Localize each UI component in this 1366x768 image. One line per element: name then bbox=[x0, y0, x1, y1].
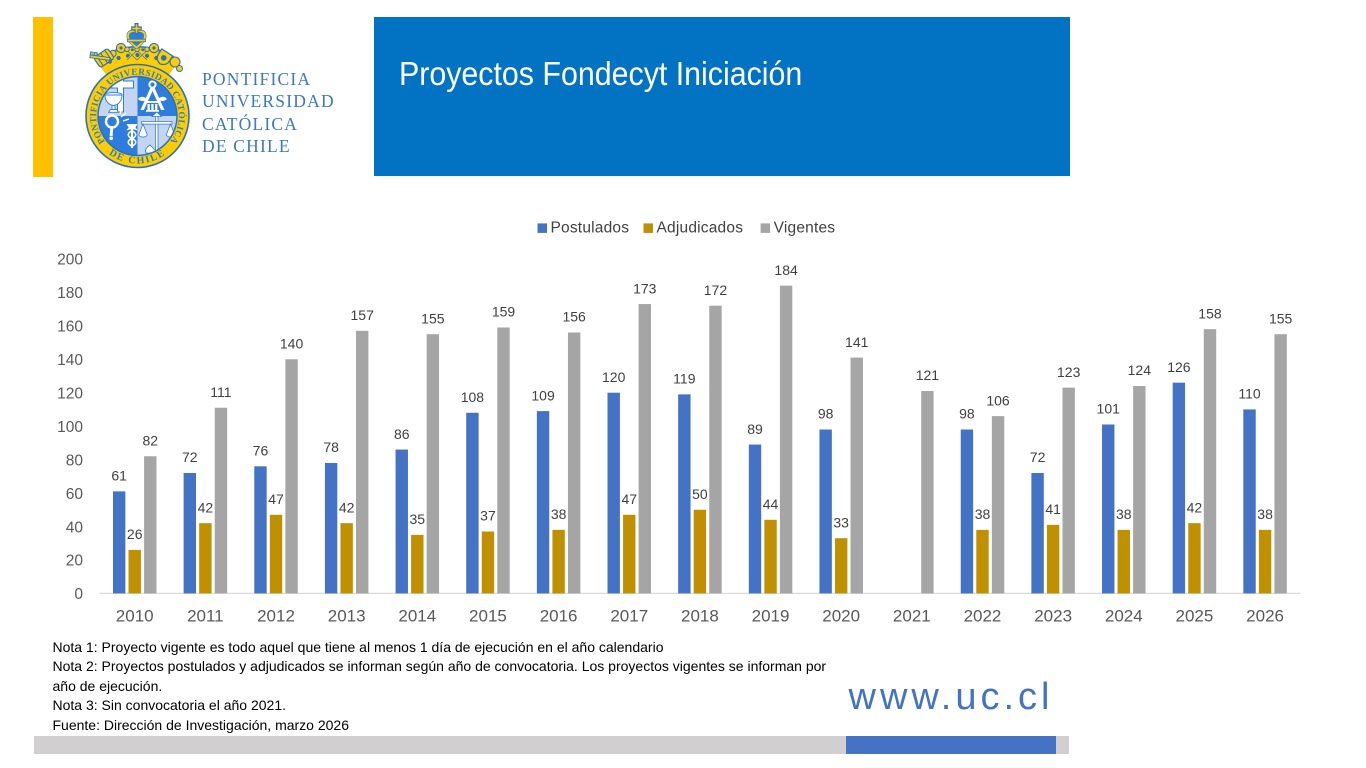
svg-text:33: 33 bbox=[833, 514, 849, 530]
svg-text:40: 40 bbox=[66, 519, 84, 536]
svg-text:157: 157 bbox=[351, 307, 375, 323]
svg-text:0: 0 bbox=[74, 586, 83, 603]
svg-text:123: 123 bbox=[1057, 364, 1081, 380]
svg-text:109: 109 bbox=[531, 387, 555, 403]
svg-text:108: 108 bbox=[461, 389, 485, 405]
svg-text:Vigentes: Vigentes bbox=[774, 220, 836, 237]
svg-text:42: 42 bbox=[198, 499, 214, 515]
svg-text:42: 42 bbox=[339, 499, 355, 515]
svg-text:98: 98 bbox=[818, 406, 834, 422]
svg-text:126: 126 bbox=[1167, 359, 1191, 375]
svg-text:2011: 2011 bbox=[187, 606, 224, 625]
svg-text:20: 20 bbox=[66, 553, 84, 570]
svg-text:156: 156 bbox=[562, 309, 586, 325]
svg-text:101: 101 bbox=[1097, 401, 1121, 417]
svg-text:120: 120 bbox=[602, 369, 626, 385]
svg-text:41: 41 bbox=[1045, 501, 1061, 517]
svg-text:Adjudicados: Adjudicados bbox=[657, 220, 744, 237]
svg-text:173: 173 bbox=[633, 280, 657, 296]
svg-text:2024: 2024 bbox=[1105, 606, 1143, 625]
svg-text:37: 37 bbox=[480, 508, 496, 524]
svg-text:89: 89 bbox=[747, 421, 763, 437]
svg-text:120: 120 bbox=[57, 386, 83, 403]
svg-text:155: 155 bbox=[421, 310, 445, 326]
svg-text:26: 26 bbox=[127, 526, 143, 542]
svg-text:Postulados: Postulados bbox=[551, 220, 630, 237]
svg-text:121: 121 bbox=[916, 367, 940, 383]
svg-text:2023: 2023 bbox=[1034, 606, 1072, 625]
svg-text:2014: 2014 bbox=[398, 606, 436, 625]
svg-text:111: 111 bbox=[210, 384, 231, 400]
svg-text:2015: 2015 bbox=[469, 606, 507, 625]
svg-text:180: 180 bbox=[57, 285, 83, 302]
svg-text:72: 72 bbox=[182, 449, 198, 465]
svg-text:82: 82 bbox=[142, 432, 158, 448]
svg-text:76: 76 bbox=[253, 442, 269, 458]
svg-text:2026: 2026 bbox=[1246, 606, 1284, 625]
svg-text:119: 119 bbox=[673, 371, 696, 387]
svg-text:47: 47 bbox=[621, 491, 637, 507]
svg-text:72: 72 bbox=[1030, 449, 1046, 465]
svg-text:38: 38 bbox=[551, 506, 567, 522]
svg-text:106: 106 bbox=[986, 392, 1010, 408]
svg-text:184: 184 bbox=[774, 262, 798, 278]
svg-text:140: 140 bbox=[280, 335, 304, 351]
svg-text:2025: 2025 bbox=[1176, 606, 1214, 625]
svg-text:80: 80 bbox=[66, 452, 84, 469]
svg-text:38: 38 bbox=[1116, 506, 1132, 522]
svg-text:110: 110 bbox=[1238, 386, 1261, 402]
svg-text:2019: 2019 bbox=[752, 606, 790, 625]
svg-text:2021: 2021 bbox=[893, 606, 931, 625]
svg-text:98: 98 bbox=[959, 406, 975, 422]
svg-text:2018: 2018 bbox=[681, 606, 719, 625]
svg-text:200: 200 bbox=[57, 252, 83, 269]
svg-text:61: 61 bbox=[111, 468, 127, 484]
svg-text:86: 86 bbox=[394, 426, 410, 442]
svg-text:60: 60 bbox=[66, 486, 84, 503]
svg-text:2012: 2012 bbox=[257, 606, 295, 625]
svg-text:100: 100 bbox=[57, 419, 83, 436]
svg-text:35: 35 bbox=[410, 511, 426, 527]
svg-text:155: 155 bbox=[1269, 310, 1293, 326]
svg-text:78: 78 bbox=[323, 439, 339, 455]
svg-text:140: 140 bbox=[57, 352, 83, 369]
svg-text:172: 172 bbox=[704, 282, 728, 298]
svg-text:2010: 2010 bbox=[116, 606, 154, 625]
svg-text:2022: 2022 bbox=[964, 606, 1002, 625]
svg-text:42: 42 bbox=[1187, 499, 1203, 515]
svg-text:38: 38 bbox=[975, 506, 991, 522]
svg-text:2020: 2020 bbox=[822, 606, 860, 625]
svg-text:47: 47 bbox=[268, 491, 284, 507]
svg-text:159: 159 bbox=[492, 304, 516, 320]
svg-text:2013: 2013 bbox=[328, 606, 366, 625]
svg-text:50: 50 bbox=[692, 486, 708, 502]
svg-text:44: 44 bbox=[763, 496, 779, 512]
svg-text:38: 38 bbox=[1257, 506, 1273, 522]
svg-text:2016: 2016 bbox=[540, 606, 578, 625]
svg-text:124: 124 bbox=[1128, 362, 1152, 378]
svg-text:160: 160 bbox=[57, 319, 83, 336]
svg-text:158: 158 bbox=[1198, 305, 1222, 321]
svg-text:141: 141 bbox=[845, 334, 869, 350]
svg-text:2017: 2017 bbox=[610, 606, 648, 625]
